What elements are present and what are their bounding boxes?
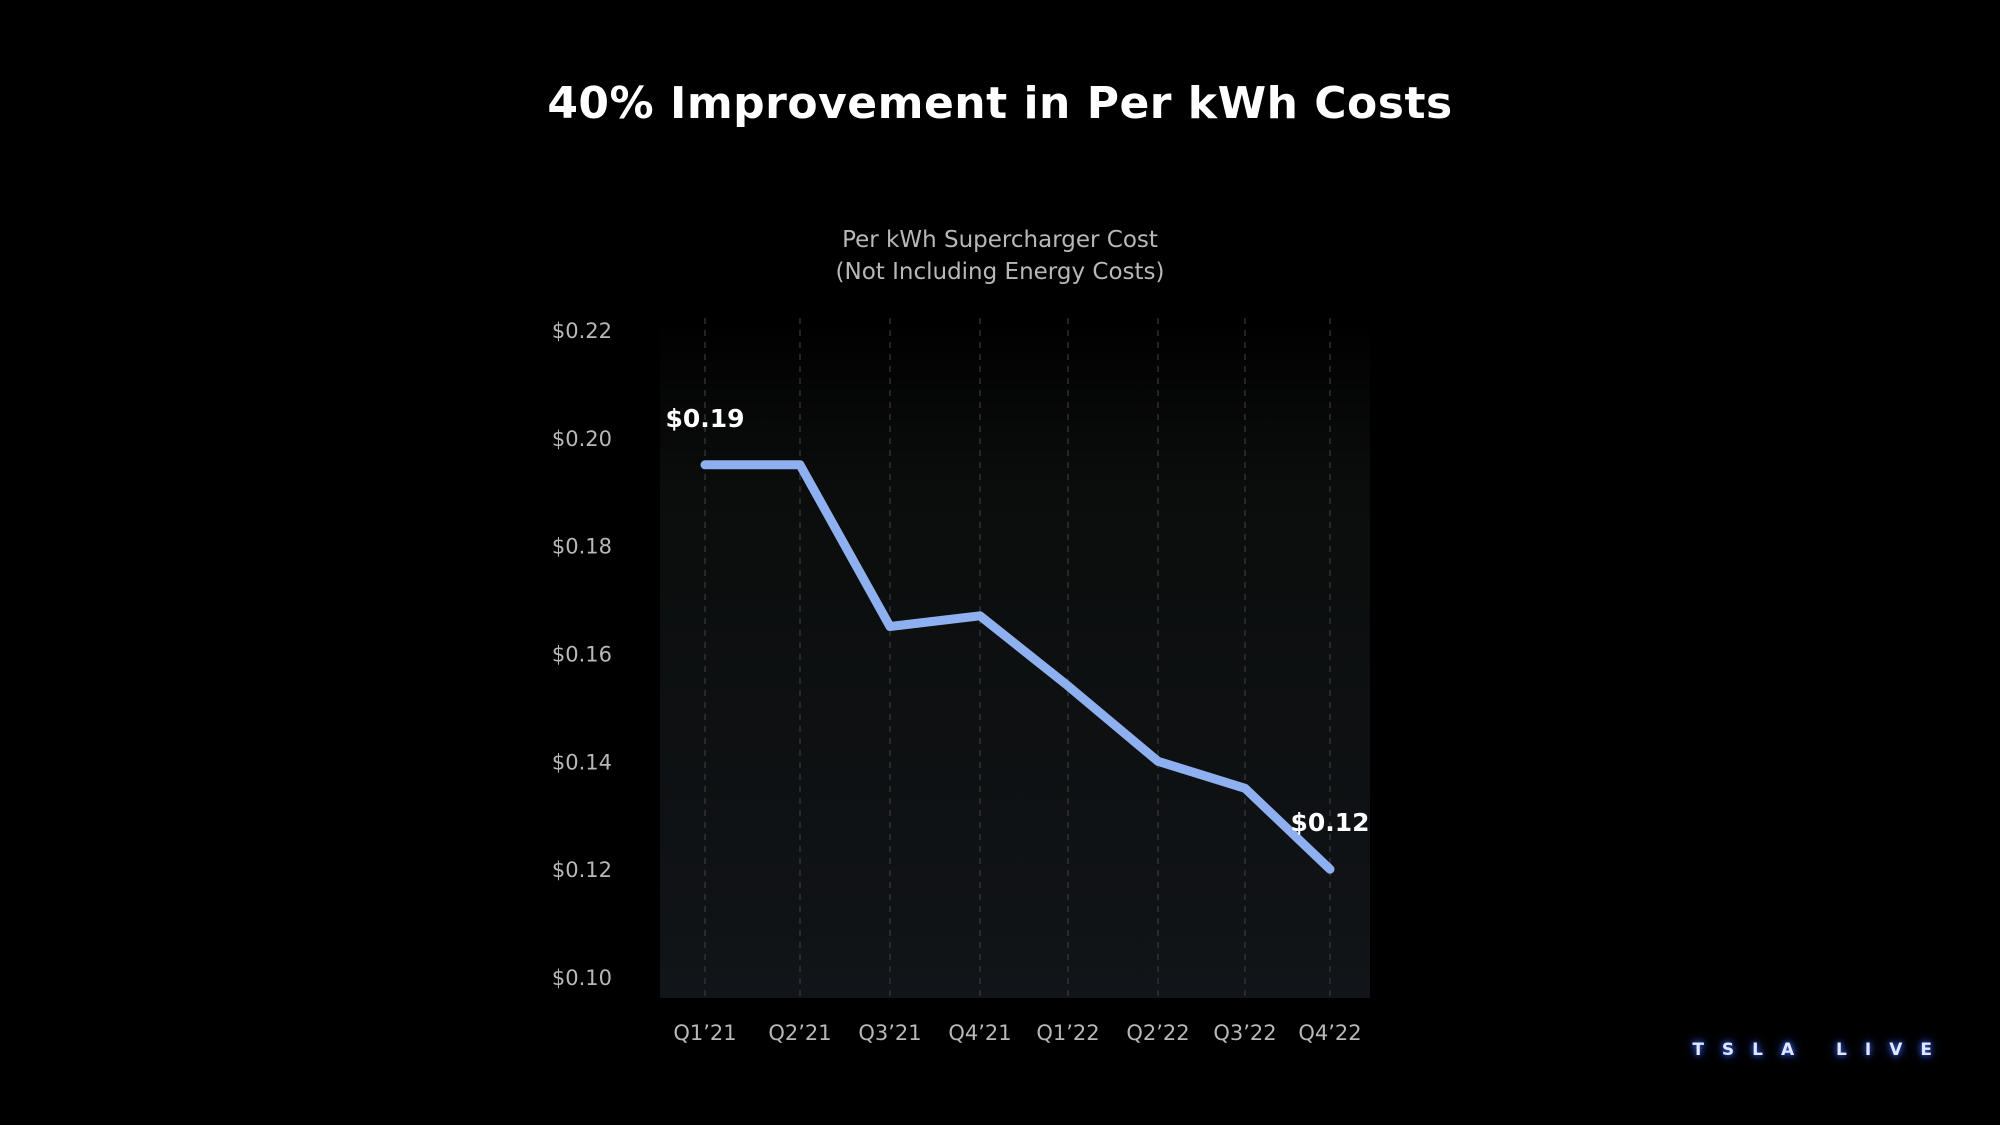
data-label: $0.12 — [1290, 808, 1369, 837]
tsla-live-logo: TSLA LIVE — [1692, 1040, 1950, 1060]
plot-area — [660, 318, 1370, 998]
annotations: $0.19 $0.12 — [665, 404, 1369, 837]
chart-title-block: Per kWh Supercharger Cost (Not Including… — [0, 224, 2000, 288]
x-tick-label: Q4’21 — [948, 1021, 1011, 1045]
x-tick-label: Q1’22 — [1036, 1021, 1099, 1045]
data-point — [1328, 867, 1332, 872]
x-tick-label: Q3’22 — [1213, 1021, 1276, 1045]
chart-title: Per kWh Supercharger Cost — [842, 227, 1158, 253]
x-axis: Q1’21 Q2’21 Q3’21 Q4’21 Q1’22 Q2’22 Q3’22 Q4’22 — [673, 1021, 1361, 1045]
series-line — [700, 460, 1335, 874]
data-point — [1066, 683, 1070, 688]
chart-subtitle: (Not Including Energy Costs) — [835, 259, 1165, 285]
x-tick-label: Q1’21 — [673, 1021, 736, 1045]
y-tick-label: $0.10 — [552, 966, 612, 990]
x-tick-label: Q3’21 — [858, 1021, 921, 1045]
x-tick-label: Q2’22 — [1126, 1021, 1189, 1045]
x-tick-label: Q2’21 — [768, 1021, 831, 1045]
data-point — [703, 462, 707, 467]
data-point — [1156, 759, 1160, 764]
y-tick-label: $0.14 — [552, 750, 612, 774]
y-tick-label: $0.22 — [552, 319, 612, 343]
data-point — [978, 613, 982, 618]
grid-lines — [704, 318, 1331, 998]
y-tick-label: $0.16 — [552, 643, 612, 667]
headline: 40% Improvement in Per kWh Costs — [547, 78, 1453, 129]
x-tick-label: Q4’22 — [1298, 1021, 1361, 1045]
y-axis: $0.10 $0.12 $0.14 $0.16 $0.18 $0.20 $0.22 — [552, 319, 612, 990]
y-tick-label: $0.20 — [552, 427, 612, 451]
data-point — [1243, 786, 1247, 791]
y-tick-label: $0.18 — [552, 535, 612, 559]
series-layer — [700, 460, 1335, 874]
data-label: $0.19 — [665, 404, 744, 433]
data-point — [888, 624, 892, 629]
data-point — [798, 462, 802, 467]
y-tick-label: $0.12 — [552, 858, 612, 882]
